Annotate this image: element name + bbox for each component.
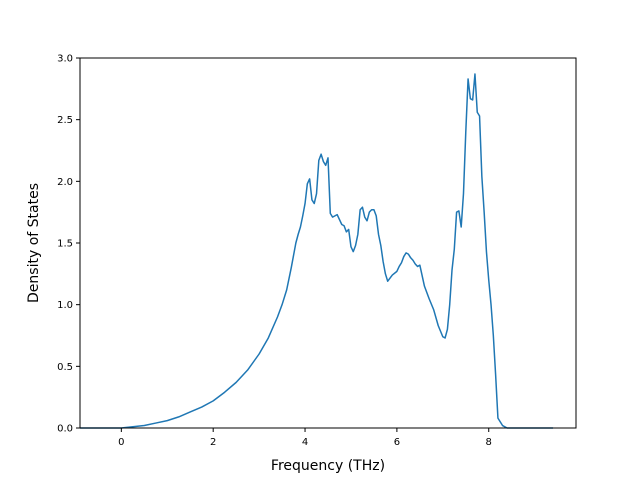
x-tick-label: 0	[118, 437, 124, 448]
y-tick-label: 0.0	[57, 424, 73, 435]
x-tick-label: 4	[302, 437, 308, 448]
x-tick-label: 8	[486, 437, 492, 448]
y-tick-label: 0.5	[57, 362, 73, 373]
y-tick-label: 2.5	[57, 115, 73, 126]
x-tick-label: 6	[394, 437, 400, 448]
dos-series-line	[80, 73, 554, 429]
x-tick-label: 2	[210, 437, 216, 448]
x-axis-label: Frequency (THz)	[271, 458, 385, 474]
y-tick-label: 1.5	[57, 239, 73, 250]
y-tick-label: 3.0	[57, 54, 73, 65]
y-axis-label: Density of States	[26, 183, 42, 303]
y-tick-label: 2.0	[57, 177, 73, 188]
plot-area-frame	[79, 57, 577, 429]
y-tick-label: 1.0	[57, 300, 73, 311]
